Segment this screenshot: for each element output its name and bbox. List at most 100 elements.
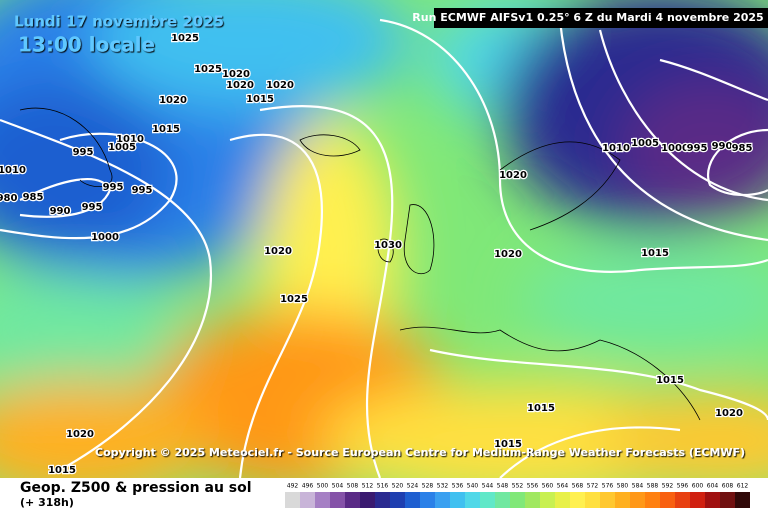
colorbar-swatch bbox=[570, 492, 585, 508]
colorbar-swatch bbox=[690, 492, 705, 508]
colorbar-swatch bbox=[330, 492, 345, 508]
colorbar-swatch bbox=[345, 492, 360, 508]
isobar-label: 1020 bbox=[499, 170, 527, 181]
run-banner bbox=[434, 8, 768, 28]
isobar-label: 990 bbox=[712, 141, 733, 152]
colorbar-swatch bbox=[405, 492, 420, 508]
colorbar-label: 528 bbox=[422, 483, 434, 490]
colorbar-label: 556 bbox=[527, 483, 539, 490]
isobar-label: 1030 bbox=[374, 240, 402, 251]
geopotential-field bbox=[0, 0, 768, 500]
colorbar-label: 584 bbox=[632, 483, 644, 490]
colorbar-swatch bbox=[540, 492, 555, 508]
colorbar-label: 592 bbox=[662, 483, 674, 490]
isobar-label: 980 bbox=[0, 193, 17, 204]
colorbar-label: 580 bbox=[617, 483, 629, 490]
isobar-label: 1010 bbox=[602, 143, 630, 154]
isobar-label: 995 bbox=[73, 147, 94, 158]
isobar-label: 1015 bbox=[152, 124, 180, 135]
colorbar-swatch bbox=[615, 492, 630, 508]
colorbar-swatch bbox=[285, 492, 300, 508]
isobar-label: 1020 bbox=[494, 249, 522, 260]
colorbar-swatch bbox=[375, 492, 390, 508]
colorbar-label: 544 bbox=[482, 483, 494, 490]
colorbar-swatch bbox=[735, 492, 750, 508]
isobar-label: 1010 bbox=[0, 165, 26, 176]
isobar-label: 1020 bbox=[66, 429, 94, 440]
colorbar-label: 548 bbox=[497, 483, 509, 490]
colorbar-label: 492 bbox=[287, 483, 299, 490]
colorbar-label: 552 bbox=[512, 483, 524, 490]
colorbar-label: 588 bbox=[647, 483, 659, 490]
isobar-label: 1015 bbox=[494, 439, 522, 450]
colorbar-label: 564 bbox=[557, 483, 569, 490]
isobar-label: 985 bbox=[23, 192, 44, 203]
colorbar-swatch bbox=[480, 492, 495, 508]
isobar-label: 1020 bbox=[226, 80, 254, 91]
isobar-label: 1015 bbox=[48, 465, 76, 476]
isobar-label: 1015 bbox=[656, 375, 684, 386]
colorbar-label: 568 bbox=[572, 483, 584, 490]
isobar-label: 1020 bbox=[264, 246, 292, 257]
isobar-label: 1020 bbox=[159, 95, 187, 106]
isobar-label: 1025 bbox=[194, 64, 222, 75]
colorbar-swatch bbox=[390, 492, 405, 508]
isobar-label: 1000 bbox=[661, 143, 689, 154]
isobar-label: 1005 bbox=[631, 138, 659, 149]
isobar-label: 1025 bbox=[171, 33, 199, 44]
isobar-label: 1005 bbox=[108, 142, 136, 153]
colorbar-swatch bbox=[360, 492, 375, 508]
colorbar-swatch bbox=[315, 492, 330, 508]
isobar-label: 1000 bbox=[91, 232, 119, 243]
colorbar-swatch bbox=[720, 492, 735, 508]
isobar-label: 1015 bbox=[246, 94, 274, 105]
colorbar-swatch bbox=[525, 492, 540, 508]
colorbar-swatch bbox=[645, 492, 660, 508]
colorbar-swatch bbox=[600, 492, 615, 508]
colorbar-label: 500 bbox=[317, 483, 329, 490]
colorbar-label: 596 bbox=[677, 483, 689, 490]
forecast-date: Lundi 17 novembre 2025 bbox=[14, 13, 224, 31]
isobar-label: 995 bbox=[132, 185, 153, 196]
isobar-label: 1020 bbox=[266, 80, 294, 91]
isobar-label: 985 bbox=[732, 143, 753, 154]
colorbar-label: 504 bbox=[332, 483, 344, 490]
colorbar-swatch bbox=[435, 492, 450, 508]
colorbar-label: 516 bbox=[377, 483, 389, 490]
colorbar-swatch bbox=[705, 492, 720, 508]
colorbar-swatch bbox=[585, 492, 600, 508]
colorbar-swatch bbox=[300, 492, 315, 508]
lead-time: (+ 318h) bbox=[20, 496, 74, 509]
isobar-label: 995 bbox=[687, 143, 708, 154]
colorbar-swatch bbox=[420, 492, 435, 508]
copyright: Copyright © 2025 Meteociel.fr - Source E… bbox=[95, 446, 745, 459]
colorbar-label: 532 bbox=[437, 483, 449, 490]
isobar-label: 1025 bbox=[280, 294, 308, 305]
colorbar-label: 536 bbox=[452, 483, 464, 490]
isobars bbox=[0, 18, 768, 479]
isobar-label: 1020 bbox=[222, 69, 250, 80]
colorbar-label: 600 bbox=[692, 483, 704, 490]
colorbar-label: 540 bbox=[467, 483, 479, 490]
isobar-label: 1020 bbox=[715, 408, 743, 419]
isobar-label: 1015 bbox=[641, 248, 669, 259]
colorbar-label: 572 bbox=[587, 483, 599, 490]
colorbar-label: 496 bbox=[302, 483, 314, 490]
colorbar-label: 512 bbox=[362, 483, 374, 490]
isobar-label: 995 bbox=[103, 182, 124, 193]
colorbar-swatch bbox=[630, 492, 645, 508]
colorbar-swatch bbox=[660, 492, 675, 508]
colorbar-swatch bbox=[465, 492, 480, 508]
coastlines bbox=[19, 107, 701, 421]
colorbar-label: 560 bbox=[542, 483, 554, 490]
colorbar-swatch bbox=[555, 492, 570, 508]
footer-title: Geop. Z500 & pression au sol bbox=[20, 480, 252, 496]
colorbar-label: 524 bbox=[407, 483, 419, 490]
colorbar-label: 608 bbox=[722, 483, 734, 490]
colorbar-swatch bbox=[495, 492, 510, 508]
colorbar-swatch bbox=[675, 492, 690, 508]
run-info: Run ECMWF AIFSv1 0.25° 6 Z du Mardi 4 no… bbox=[412, 11, 763, 24]
colorbar-label: 508 bbox=[347, 483, 359, 490]
